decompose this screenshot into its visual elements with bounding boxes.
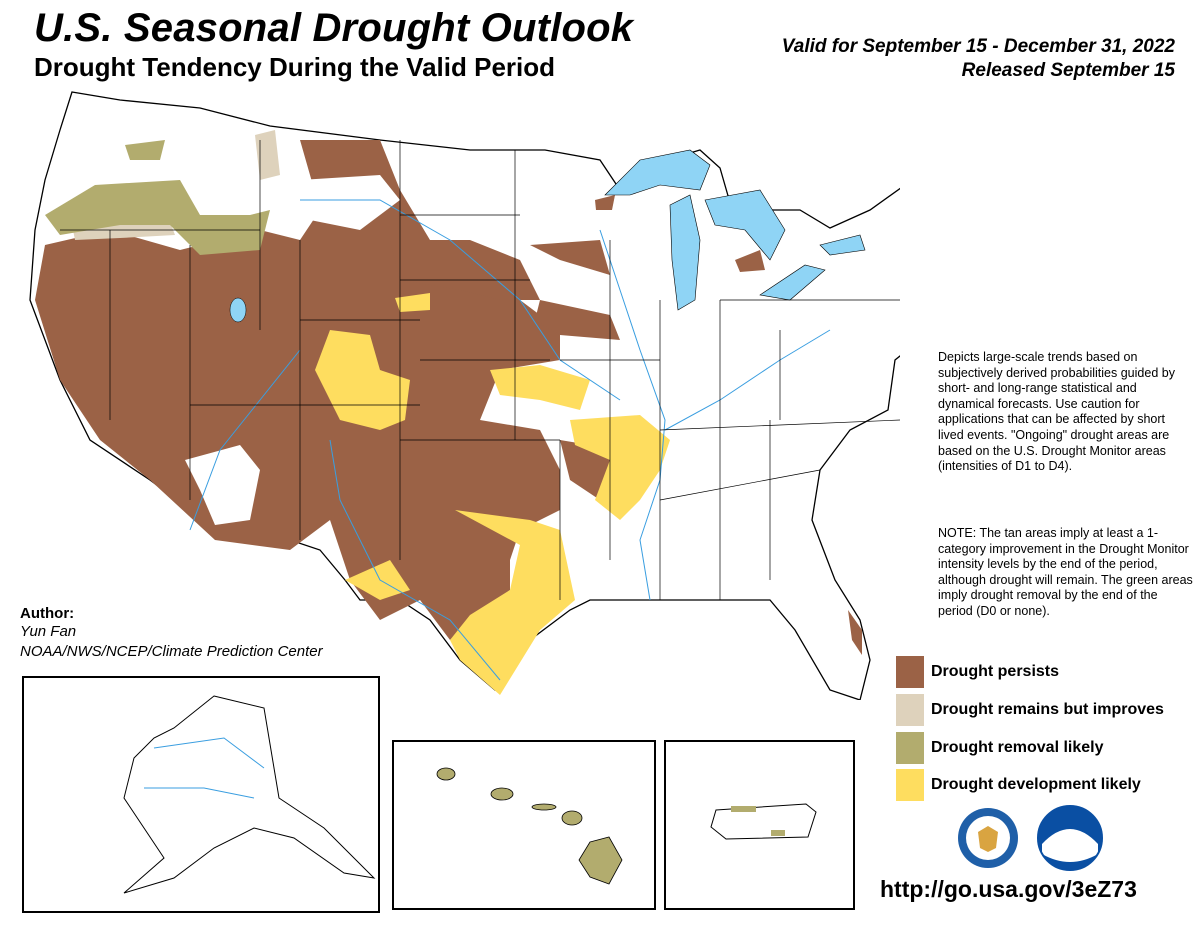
author-name: Yun Fan xyxy=(20,623,77,640)
page-subtitle: Drought Tendency During the Valid Period xyxy=(34,52,556,82)
alaska-inset xyxy=(22,676,380,913)
state-boundaries xyxy=(60,140,900,600)
development-region-tx xyxy=(450,510,575,695)
no-drought-mt xyxy=(300,175,400,230)
commerce-seal-icon xyxy=(956,806,1020,870)
lake-ontario xyxy=(819,234,866,256)
source-url[interactable]: http://go.usa.gov/3eZ73 xyxy=(880,876,1137,902)
legend-swatch-improves xyxy=(896,694,924,726)
conus-map xyxy=(29,91,900,700)
improve-region-id xyxy=(255,130,280,180)
river-missouri xyxy=(300,199,621,401)
valid-period: Valid for September 15 - December 31, 20… xyxy=(781,36,1175,57)
river-colorado xyxy=(189,349,301,531)
river-ohio xyxy=(664,329,831,431)
persist-region-wi xyxy=(595,195,615,210)
river-rio-grande xyxy=(329,439,501,681)
development-region-mo-ar xyxy=(570,415,670,520)
lake-superior xyxy=(604,149,711,196)
hawaii-inset xyxy=(392,740,656,910)
removal-region-wa xyxy=(125,140,165,160)
no-drought-az xyxy=(185,445,260,525)
persist-region-midwest xyxy=(535,300,620,340)
great-salt-lake xyxy=(229,297,247,323)
lake-erie xyxy=(759,264,826,301)
legend-label: Drought removal likely xyxy=(931,739,1104,756)
legend-swatch-development xyxy=(896,769,924,801)
map-note: NOTE: The tan areas imply at least a 1-c… xyxy=(938,526,1193,618)
author-org: NOAA/NWS/NCEP/Climate Prediction Center xyxy=(20,643,323,660)
legend-swatch-removal xyxy=(896,732,924,764)
legend-label: Drought remains but improves xyxy=(931,701,1164,718)
puerto-rico-inset xyxy=(664,740,855,910)
removal-region-nw xyxy=(45,180,270,255)
puerto-rico-map xyxy=(710,803,817,840)
legend-label: Drought persists xyxy=(931,663,1060,680)
river-mississippi xyxy=(599,229,666,601)
alaska-map xyxy=(123,695,376,894)
legend-swatch-persists xyxy=(896,656,924,688)
persist-region-mi xyxy=(735,250,765,272)
lake-michigan xyxy=(669,194,701,311)
legend-label: Drought development likely xyxy=(931,776,1141,793)
lake-huron xyxy=(704,189,786,261)
noaa-logo-icon xyxy=(1036,804,1104,872)
persist-region-mn xyxy=(530,240,610,275)
persist-region-fl xyxy=(848,610,862,655)
map-description: Depicts large-scale trends based on subj… xyxy=(938,350,1175,474)
release-date: Released September 15 xyxy=(961,60,1175,81)
author-heading: Author: xyxy=(20,605,75,622)
development-region-tx-west xyxy=(345,560,410,600)
hawaii-map xyxy=(436,767,623,885)
page-title: U.S. Seasonal Drought Outlook xyxy=(34,6,634,50)
development-region-ne xyxy=(395,293,430,312)
